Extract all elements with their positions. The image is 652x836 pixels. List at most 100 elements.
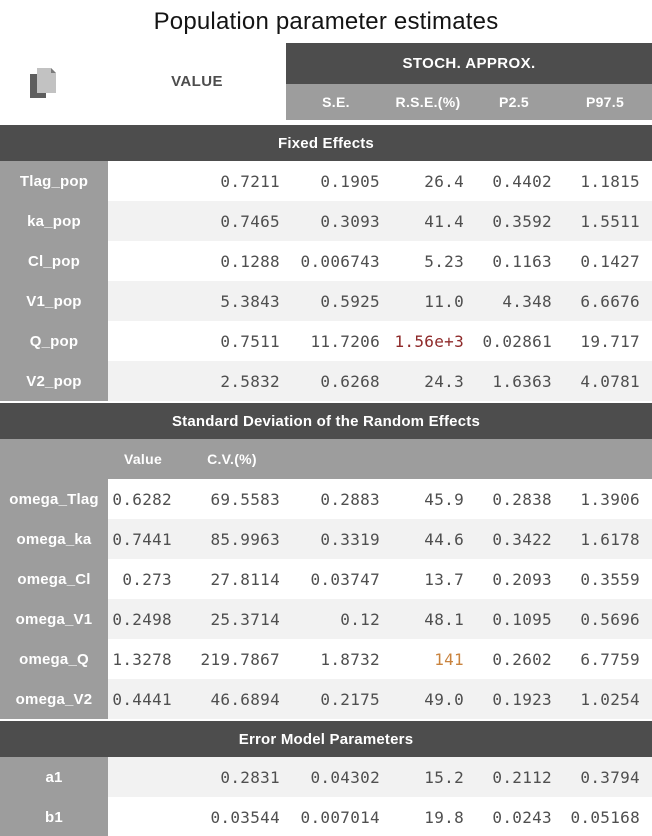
column-header-p25: P2.5 [499,94,529,110]
rse-cell: 19.8 [386,797,470,836]
se-cell: 0.12 [286,599,386,639]
param-name: omega_V2 [0,679,108,719]
rse-cell: 11.0 [386,281,470,321]
table-header-left: VALUE [0,43,286,120]
cv-cell: 27.8114 [178,559,286,599]
p25-cell: 0.1163 [470,241,558,281]
value-cell: 5.3843 [108,281,286,321]
rse-cell: 5.23 [386,241,470,281]
p25-cell: 0.4402 [470,161,558,201]
subcolumn-header-value: Value [123,451,163,467]
p975-cell: 0.05168 [558,797,652,836]
table-row: V2_pop 2.5832 0.6268 24.3 1.6363 4.0781 [0,361,652,401]
rse-cell: 41.4 [386,201,470,241]
param-name: omega_Tlag [0,479,108,519]
p975-cell: 1.1815 [558,161,652,201]
param-name: V1_pop [0,281,108,321]
rse-cell: 15.2 [386,757,470,797]
rse-cell: 13.7 [386,559,470,599]
param-name: omega_Cl [0,559,108,599]
param-name: a1 [0,757,108,797]
p25-cell: 0.2602 [470,639,558,679]
column-header-p975: P97.5 [585,94,625,110]
value-cell: 0.2498 [108,599,178,639]
cv-cell: 69.5583 [178,479,286,519]
p25-cell: 1.6363 [470,361,558,401]
se-cell: 0.04302 [286,757,386,797]
value-cell: 0.2831 [108,757,286,797]
p25-cell: 0.1095 [470,599,558,639]
rse-cell: 49.0 [386,679,470,719]
p975-cell: 0.3559 [558,559,652,599]
p975-cell: 0.5696 [558,599,652,639]
table-row: Q_pop 0.7511 11.7206 1.56e+3 0.02861 19.… [0,321,652,361]
table-header-right: STOCH. APPROX. S.E. R.S.E.(%) P2.5 P97.5 [286,43,652,120]
param-name: omega_ka [0,519,108,559]
p975-cell: 6.6676 [558,281,652,321]
se-cell: 0.03747 [286,559,386,599]
p975-cell: 1.5511 [558,201,652,241]
table-row: omega_ka 0.7441 85.9963 0.3319 44.6 0.34… [0,519,652,559]
column-header-rse: R.S.E.(%) [395,94,461,110]
rse-cell-flagged: 141 [386,639,470,679]
p25-cell: 0.2112 [470,757,558,797]
p975-cell: 19.717 [558,321,652,361]
section-header-error-model: Error Model Parameters [0,719,652,757]
section-header-random-effects: Standard Deviation of the Random Effects [0,401,652,439]
rse-cell: 48.1 [386,599,470,639]
p25-cell: 0.2838 [470,479,558,519]
random-effects-subheader: Value C.V.(%) [0,439,652,479]
value-cell: 0.273 [108,559,178,599]
table-row: Cl_pop 0.1288 0.006743 5.23 0.1163 0.142… [0,241,652,281]
p25-cell: 0.2093 [470,559,558,599]
p25-cell: 0.02861 [470,321,558,361]
column-group-stoch-approx: STOCH. APPROX. [286,43,652,84]
rse-cell: 45.9 [386,479,470,519]
se-cell: 0.3093 [286,201,386,241]
value-cell: 0.7465 [108,201,286,241]
se-cell: 0.006743 [286,241,386,281]
p975-cell: 6.7759 [558,639,652,679]
p25-cell: 0.1923 [470,679,558,719]
p975-cell: 0.1427 [558,241,652,281]
table-row: ka_pop 0.7465 0.3093 41.4 0.3592 1.5511 [0,201,652,241]
param-name: Q_pop [0,321,108,361]
cv-cell: 219.7867 [178,639,286,679]
column-headers-row: S.E. R.S.E.(%) P2.5 P97.5 [286,84,652,120]
param-name: Tlag_pop [0,161,108,201]
table-row: Tlag_pop 0.7211 0.1905 26.4 0.4402 1.181… [0,161,652,201]
rse-cell: 44.6 [386,519,470,559]
column-header-se: S.E. [322,94,350,110]
table-row: omega_V2 0.4441 46.6894 0.2175 49.0 0.19… [0,679,652,719]
p975-cell: 0.3794 [558,757,652,797]
cv-cell: 25.3714 [178,599,286,639]
se-cell: 0.2883 [286,479,386,519]
value-cell: 0.4441 [108,679,178,719]
se-cell: 0.3319 [286,519,386,559]
value-cell: 0.7211 [108,161,286,201]
value-cell: 2.5832 [108,361,286,401]
se-cell: 1.8732 [286,639,386,679]
subcolumn-header-cv: C.V.(%) [207,451,257,467]
p25-cell: 4.348 [470,281,558,321]
se-cell: 0.6268 [286,361,386,401]
param-name: ka_pop [0,201,108,241]
copy-table-button[interactable] [26,65,62,101]
column-header-value: VALUE [171,73,223,90]
param-name: Cl_pop [0,241,108,281]
section-header-fixed-effects: Fixed Effects [0,125,652,161]
se-cell: 0.007014 [286,797,386,836]
page-title: Population parameter estimates [153,7,499,35]
subheader-spacer [0,439,108,479]
copy-icon [30,68,56,98]
table-row: V1_pop 5.3843 0.5925 11.0 4.348 6.6676 [0,281,652,321]
param-name: V2_pop [0,361,108,401]
value-cell: 0.7511 [108,321,286,361]
rse-cell: 26.4 [386,161,470,201]
p25-cell: 0.3422 [470,519,558,559]
table-row: a1 0.2831 0.04302 15.2 0.2112 0.3794 [0,757,652,797]
p25-cell: 0.0243 [470,797,558,836]
value-cell: 1.3278 [108,639,178,679]
param-name: omega_Q [0,639,108,679]
